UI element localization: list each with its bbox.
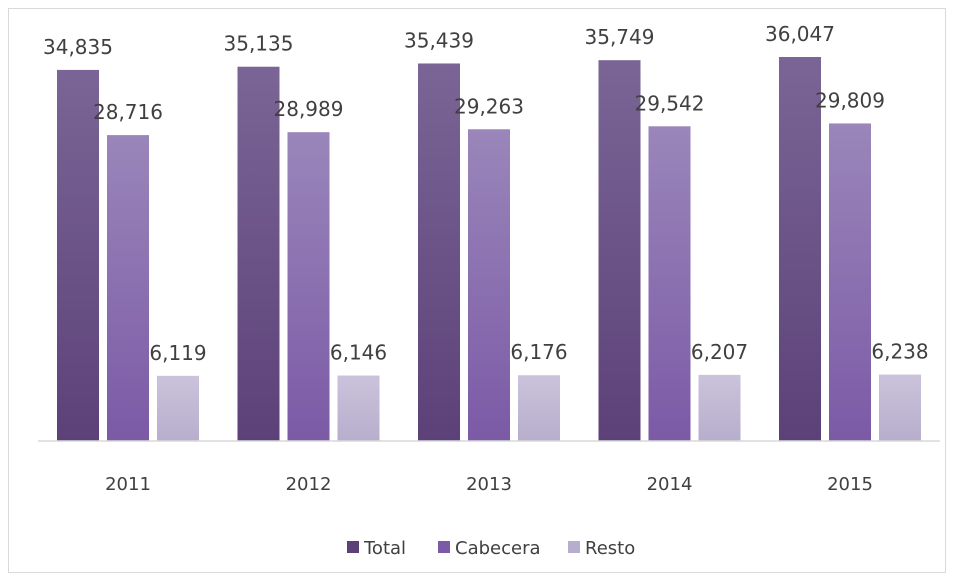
x-tick-label-2011: 2011 [105,474,151,495]
bar-resto-2014 [698,374,741,441]
bar-cabecera-2013 [468,129,510,441]
bar-cabecera-2011 [107,135,149,441]
bar-cabecera-2014 [648,126,691,441]
legend-swatch-resto [568,541,580,553]
tick-labels-layer: 2011 2012 2013 2014 2015 [105,474,873,495]
bar-total-2015 [779,57,821,441]
data-label-resto-2015: 6,238 [871,340,928,364]
bar-resto-2011 [157,375,199,441]
data-label-cabecera-2011: 28,716 [93,100,163,124]
bar-cabecera-2015 [829,123,871,442]
bar-total-2014 [598,60,641,441]
data-label-total-2015: 36,047 [765,22,835,46]
legend-swatch-total [347,541,359,553]
bar-total-2013 [418,63,460,442]
data-label-cabecera-2014: 29,542 [635,91,705,115]
legend-label-cabecera: Cabecera [455,538,541,559]
legend-label-resto: Resto [585,538,635,559]
data-label-cabecera-2013: 29,263 [454,94,524,118]
labels-layer: 34,835 28,716 6,119 35,135 28,989 6,146 35,439… [43,22,929,365]
bar-total-2011 [57,69,99,442]
x-tick-label-2015: 2015 [827,474,873,495]
bar-resto-2013 [518,375,560,441]
x-tick-label-2014: 2014 [647,474,693,495]
data-label-total-2013: 35,439 [404,28,474,52]
legend-label-total: Total [363,538,406,559]
data-label-resto-2012: 6,146 [330,341,387,365]
data-label-total-2014: 35,749 [585,25,655,49]
data-label-resto-2014: 6,207 [691,340,748,364]
legend: Total Cabecera Resto [347,538,635,559]
data-label-resto-2013: 6,176 [510,340,567,364]
data-label-total-2012: 35,135 [224,32,294,56]
x-tick-label-2013: 2013 [466,474,512,495]
data-label-cabecera-2015: 29,809 [815,88,885,112]
bar-resto-2015 [879,374,921,441]
bar-total-2012 [237,66,280,441]
x-tick-label-2012: 2012 [286,474,332,495]
bars-layer [57,57,921,442]
data-label-cabecera-2012: 28,989 [274,97,344,121]
legend-swatch-cabecera [438,541,450,553]
bar-cabecera-2012 [287,132,330,441]
bar-resto-2012 [337,375,380,441]
data-label-resto-2011: 6,119 [149,341,206,365]
data-label-total-2011: 34,835 [43,35,113,59]
